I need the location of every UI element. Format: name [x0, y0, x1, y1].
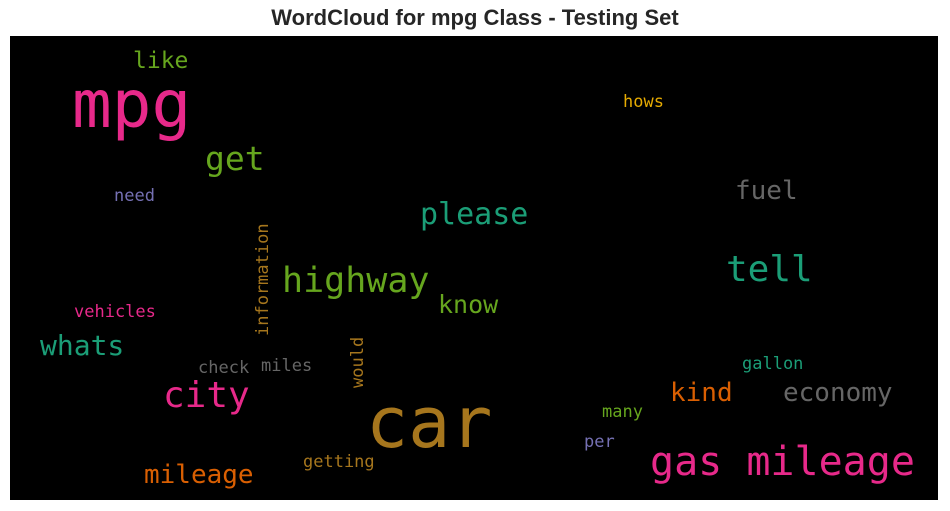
word-information: information: [253, 223, 273, 336]
word-like: like: [133, 48, 189, 74]
word-economy: economy: [783, 378, 893, 408]
word-cloud-canvas: mpg like hows get fuel need please infor…: [10, 36, 938, 500]
word-kind: kind: [670, 378, 733, 408]
word-need: need: [114, 186, 155, 206]
chart-title: WordCloud for mpg Class - Testing Set: [271, 5, 679, 30]
word-many: many: [602, 402, 643, 422]
word-highway: highway: [282, 261, 430, 301]
word-car: car: [366, 382, 493, 464]
word-check: check: [198, 358, 250, 378]
word-gas-mileage: gas mileage: [650, 439, 915, 485]
word-please: please: [420, 197, 529, 232]
word-vehicles: vehicles: [74, 302, 156, 322]
word-get: get: [205, 139, 265, 178]
word-whats: whats: [40, 329, 125, 362]
word-hows: hows: [623, 92, 664, 112]
word-city: city: [163, 375, 250, 416]
word-know: know: [438, 290, 499, 319]
word-fuel: fuel: [735, 176, 798, 206]
word-would: would: [348, 336, 368, 388]
word-getting: getting: [303, 452, 375, 472]
word-mileage: mileage: [144, 460, 254, 490]
word-tell: tell: [726, 249, 813, 290]
word-gallon: gallon: [742, 354, 804, 374]
word-miles: miles: [261, 356, 313, 376]
word-mpg: mpg: [72, 66, 192, 143]
word-per: per: [584, 432, 615, 452]
